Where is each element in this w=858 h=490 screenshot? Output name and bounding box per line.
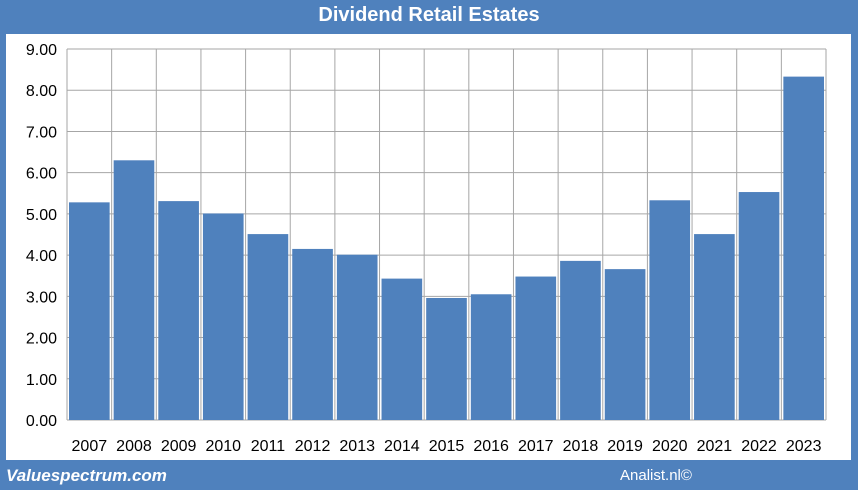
x-tick-label: 2016 [473, 438, 509, 455]
bar-2023 [783, 76, 824, 420]
x-tick-label: 2022 [741, 438, 777, 455]
bar-2013 [336, 254, 378, 420]
y-tick-label: 7.00 [26, 124, 57, 141]
bar-2008 [113, 160, 155, 421]
bar-chart: 0.00 1.00 2.00 3.00 4.00 5.00 6.00 7.00 8.00 9.00… [26, 42, 827, 455]
x-tick-label: 2021 [697, 438, 733, 455]
bar-2011 [247, 234, 289, 420]
x-tick-label: 2014 [384, 438, 420, 455]
bar-2018 [560, 260, 601, 420]
bar-2017 [515, 276, 557, 420]
bar-2021 [694, 234, 735, 420]
x-tick-label: 2020 [652, 438, 688, 455]
bar-2022 [738, 192, 780, 420]
bar-2010 [202, 213, 244, 420]
y-tick-label: 4.00 [26, 248, 57, 265]
bar-2014 [381, 278, 423, 420]
bar-2016 [470, 294, 512, 420]
y-tick-label: 3.00 [26, 289, 57, 306]
chart-title: Dividend Retail Estates [318, 4, 540, 26]
bar-2009 [158, 201, 199, 420]
x-tick-label: 2011 [251, 438, 286, 455]
x-tick-label: 2007 [72, 438, 108, 455]
y-tick-label: 5.00 [26, 207, 57, 224]
x-tick-label: 2008 [116, 438, 152, 455]
y-tick-label: 8.00 [26, 83, 57, 100]
x-tick-label: 2019 [607, 438, 643, 455]
x-tick-label: 2017 [518, 438, 554, 455]
y-tick-label: 9.00 [26, 42, 57, 59]
y-tick-label: 1.00 [26, 372, 57, 389]
y-tick-label: 0.00 [26, 413, 57, 430]
bar-2019 [604, 269, 646, 420]
bar-2020 [649, 200, 691, 420]
bar-2015 [426, 297, 467, 420]
bar-2012 [292, 248, 333, 420]
plot-area: 0.00 1.00 2.00 3.00 4.00 5.00 6.00 7.00 8.00 9.00… [6, 34, 851, 460]
x-tick-label: 2013 [339, 438, 375, 455]
y-tick-label: 2.00 [26, 331, 57, 348]
x-tick-label: 2010 [205, 438, 241, 455]
x-tick-label: 2012 [295, 438, 331, 455]
footer-brand: Valuespectrum.com [6, 466, 167, 485]
bar-2007 [69, 202, 110, 420]
x-tick-label: 2018 [563, 438, 599, 455]
x-tick-label: 2015 [429, 438, 465, 455]
y-tick-label: 6.00 [26, 166, 57, 183]
x-tick-label: 2009 [161, 438, 197, 455]
footer-credit: Analist.nl© [620, 467, 692, 484]
x-tick-label: 2023 [786, 438, 822, 455]
